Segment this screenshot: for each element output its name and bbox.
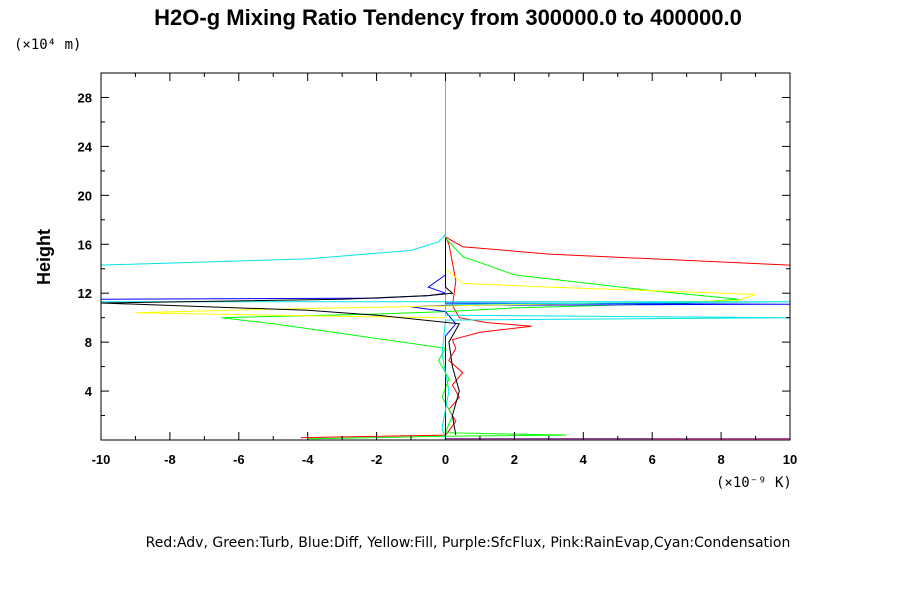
y-tick-label: 4 xyxy=(85,384,93,399)
x-tick-label: -2 xyxy=(371,452,383,467)
y-tick-label: 8 xyxy=(85,335,92,350)
x-unit-label: (×10⁻⁹ K) xyxy=(716,475,792,491)
x-tick-label: 0 xyxy=(442,452,449,467)
series-line-unnamed-7 xyxy=(100,238,461,436)
x-tick-label: 6 xyxy=(649,452,656,467)
y-unit-label: (×10⁴ m) xyxy=(14,37,81,53)
x-tick-label: 2 xyxy=(511,452,518,467)
y-tick-label: 28 xyxy=(78,90,92,105)
series-line-condensation xyxy=(100,73,791,441)
y-axis-label: Height xyxy=(34,229,54,285)
y-tick-label: 24 xyxy=(78,139,93,154)
y-tick-labels: 4 8 12 16 20 24 28 xyxy=(78,90,93,399)
x-tick-label: -8 xyxy=(164,452,176,467)
x-tick-label: 4 xyxy=(580,452,588,467)
plot-lines xyxy=(100,73,791,441)
series-line-turb xyxy=(221,237,739,440)
y-tick-label: 16 xyxy=(78,237,92,252)
legend-text: Red:Adv, Green:Turb, Blue:Diff, Yellow:F… xyxy=(146,535,791,551)
x-tick-label: 10 xyxy=(783,452,797,467)
x-tick-labels: -10 -8 -6 -4 -2 0 2 4 6 8 10 xyxy=(92,452,798,467)
axis-ticks xyxy=(100,72,791,441)
x-tick-label: -6 xyxy=(233,452,245,467)
series-line-adv xyxy=(300,235,791,439)
y-tick-label: 20 xyxy=(78,188,92,203)
y-tick-label: 12 xyxy=(78,286,92,301)
x-tick-label: -4 xyxy=(302,452,314,467)
x-tick-label: 8 xyxy=(717,452,724,467)
x-tick-label: -10 xyxy=(92,452,111,467)
series-line-fill xyxy=(135,250,756,319)
chart-title: H2O-g Mixing Ratio Tendency from 300000.… xyxy=(154,5,742,30)
